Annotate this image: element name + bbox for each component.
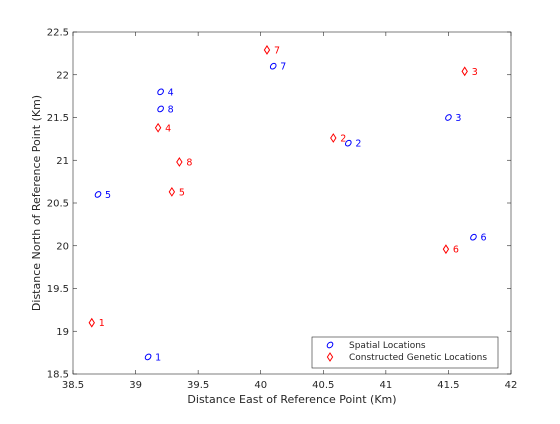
x-tick-label: 39.5 [187,380,209,391]
x-tick-label: 40 [254,380,267,391]
legend-diamond-marker [326,352,334,362]
data-points: 1 2 3 4 5 6 7 8 1 2 3 4 5 6 7 8 [88,45,487,363]
spatial-point-label: 4 [168,87,174,98]
y-tick-label: 21.5 [47,113,69,124]
genetic-point-label: 2 [340,134,346,145]
legend-marker-genetic [326,352,334,362]
y-tick-label: 22.5 [47,28,69,39]
x-tick-label: 41.5 [437,380,459,391]
x-tick-label: 39 [129,380,142,391]
genetic-location-point [263,45,271,55]
spatial-point-label: 2 [355,139,361,150]
plot-area [72,31,512,375]
x-tick-label: 38.5 [62,380,84,391]
spatial-point-label: 3 [455,113,461,124]
legend-circle-marker [326,341,334,349]
legend-marker-spatial [326,341,334,349]
x-tick-label: 42 [505,380,518,391]
y-tick-label: 19 [56,327,69,338]
x-tick-label: 41 [379,380,392,391]
spatial-location-point [470,233,477,241]
genetic-location-point [88,317,95,328]
spatial-location-point [94,191,102,198]
spatial-location-point [157,88,164,96]
spatial-point-label: 5 [105,190,111,201]
y-tick-label: 22 [56,70,69,81]
legend-label-genetic: Constructed Genetic Locations [349,353,487,363]
legend: Spatial Locations Constructed Genetic Lo… [311,336,499,369]
genetic-point-label: 1 [99,318,105,329]
y-tick-label: 20.5 [47,199,69,210]
genetic-point-label: 5 [179,187,185,198]
legend-box [311,336,499,369]
x-axis: 38.5 39 39.5 40 40.5 41 41.5 42 [62,32,518,391]
spatial-location-point [344,139,352,147]
genetic-location-point [461,66,468,77]
genetic-point-label: 8 [186,157,192,168]
y-tick-label: 20 [56,241,69,252]
spatial-point-label: 6 [480,233,486,244]
spatial-location-point [144,353,152,361]
y-tick-label: 18.5 [47,370,69,381]
x-axis-label: Distance East of Reference Point (Km) [187,393,396,406]
genetic-location-point [330,133,337,143]
spatial-point-label: 7 [280,62,286,73]
y-tick-label: 19.5 [47,284,69,295]
legend-label-spatial: Spatial Locations [349,341,426,351]
genetic-location-point [176,157,183,167]
spatial-point-label: 1 [155,352,161,363]
x-tick-label: 40.5 [312,380,334,391]
spatial-location-point [269,62,277,70]
genetic-location-point [168,186,176,197]
y-axis-label: Distance North of Reference Point (Km) [30,95,43,311]
spatial-location-point [445,114,452,121]
genetic-point-label: 7 [274,45,280,56]
genetic-point-label: 3 [472,67,478,78]
y-tick-label: 21 [56,156,69,167]
spatial-location-point [157,105,164,113]
spatial-point-label: 8 [168,104,174,115]
genetic-point-label: 6 [453,245,459,256]
genetic-point-label: 4 [165,123,171,134]
genetic-location-point [154,122,162,133]
genetic-location-point [442,244,450,255]
